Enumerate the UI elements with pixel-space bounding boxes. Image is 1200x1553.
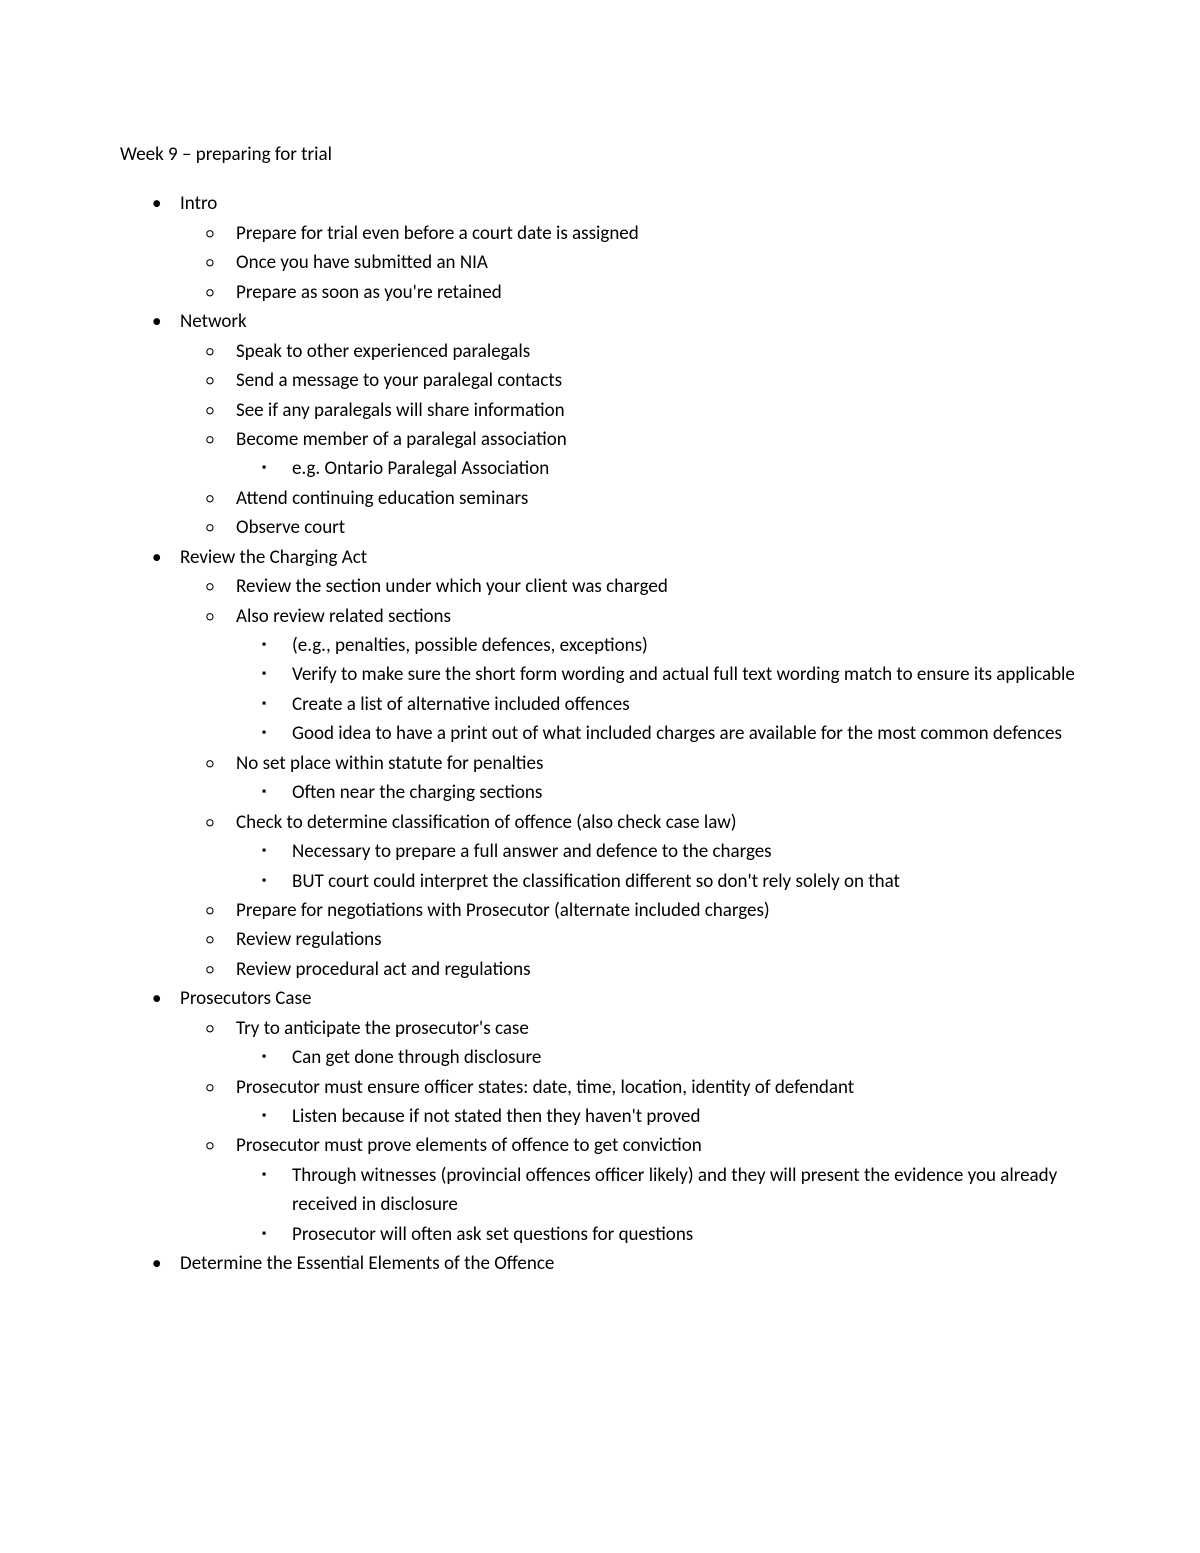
outline-item-level3: Often near the charging sections bbox=[236, 778, 1080, 807]
outline-item-level2: Check to determine classification of off… bbox=[180, 808, 1080, 896]
outline-item-text: Review the section under which your clie… bbox=[236, 575, 668, 598]
outline-item-text: Prosecutors Case bbox=[180, 987, 311, 1010]
outline-item-text: Prosecutor must ensure officer states: d… bbox=[236, 1076, 854, 1099]
outline-item-level2: Attend continuing education seminars bbox=[180, 484, 1080, 513]
outline-item-text: Review the Charging Act bbox=[180, 546, 367, 569]
outline-item-text: Review procedural act and regulations bbox=[236, 958, 531, 981]
outline-item-text: Necessary to prepare a full answer and d… bbox=[292, 840, 772, 863]
outline-item-text: Good idea to have a print out of what in… bbox=[292, 722, 1062, 745]
outline-item-text: Also review related sections bbox=[236, 605, 451, 628]
outline-item-text: Prepare as soon as you're retained bbox=[236, 281, 502, 304]
outline-item-text: Prosecutor will often ask set questions … bbox=[292, 1223, 693, 1246]
outline-item-text: No set place within statute for penaltie… bbox=[236, 752, 543, 775]
outline-item-text: Check to determine classification of off… bbox=[236, 811, 737, 834]
outline-item-text: BUT court could interpret the classifica… bbox=[292, 870, 900, 893]
outline-item-level2: Prepare as soon as you're retained bbox=[180, 278, 1080, 307]
outline-item-text: Speak to other experienced paralegals bbox=[236, 340, 530, 363]
document-page: Week 9 – preparing for trial Intro Prepar… bbox=[0, 0, 1200, 1553]
outline-item-text: Become member of a paralegal association bbox=[236, 428, 567, 451]
outline-sublist-level2: Speak to other experienced paralegals Sen… bbox=[180, 337, 1080, 543]
outline-item-level3: Through witnesses (provincial offences o… bbox=[236, 1161, 1080, 1220]
outline-sublist-level3: Listen because if not stated then they h… bbox=[236, 1102, 1080, 1131]
outline-item-text: Once you have submitted an NIA bbox=[236, 251, 488, 274]
outline-item-level2: Also review related sections (e.g., penal… bbox=[180, 602, 1080, 749]
outline-item-text: Network bbox=[180, 310, 247, 333]
outline-item-text: Often near the charging sections bbox=[292, 781, 542, 804]
outline-item-text: Create a list of alternative included of… bbox=[292, 693, 630, 716]
outline-item-level2: Send a message to your paralegal contact… bbox=[180, 366, 1080, 395]
outline-item-level3: Create a list of alternative included of… bbox=[236, 690, 1080, 719]
outline-item-level3: Prosecutor will often ask set questions … bbox=[236, 1220, 1080, 1249]
outline-item-level1: Network Speak to other experienced parale… bbox=[120, 307, 1080, 543]
outline-sublist-level2: Try to anticipate the prosecutor's case C… bbox=[180, 1014, 1080, 1250]
outline-sublist-level3: Often near the charging sections bbox=[236, 778, 1080, 807]
outline-item-text: Attend continuing education seminars bbox=[236, 487, 528, 510]
outline-item-text: Review regulations bbox=[236, 928, 382, 951]
outline-item-level3: Verify to make sure the short form wordi… bbox=[236, 660, 1080, 689]
outline-item-level2: Once you have submitted an NIA bbox=[180, 248, 1080, 277]
outline-item-level3: Necessary to prepare a full answer and d… bbox=[236, 837, 1080, 866]
outline-item-level3: Good idea to have a print out of what in… bbox=[236, 719, 1080, 748]
outline-item-text: Listen because if not stated then they h… bbox=[292, 1105, 701, 1128]
outline-item-level2: See if any paralegals will share informa… bbox=[180, 396, 1080, 425]
outline-item-level2: Try to anticipate the prosecutor's case C… bbox=[180, 1014, 1080, 1073]
outline-item-level2: Speak to other experienced paralegals bbox=[180, 337, 1080, 366]
outline-item-level3: Listen because if not stated then they h… bbox=[236, 1102, 1080, 1131]
outline-item-text: Determine the Essential Elements of the … bbox=[180, 1252, 554, 1275]
page-title: Week 9 – preparing for trial bbox=[120, 140, 1080, 169]
outline-item-text: Can get done through disclosure bbox=[292, 1046, 541, 1069]
outline-item-level3: (e.g., penalties, possible defences, exc… bbox=[236, 631, 1080, 660]
outline-item-text: Prepare for negotiations with Prosecutor… bbox=[236, 899, 770, 922]
outline-item-level1: Determine the Essential Elements of the … bbox=[120, 1249, 1080, 1278]
outline-item-level1: Intro Prepare for trial even before a cou… bbox=[120, 189, 1080, 307]
outline-item-level2: No set place within statute for penaltie… bbox=[180, 749, 1080, 808]
outline-item-level2: Review regulations bbox=[180, 925, 1080, 954]
outline-item-level2: Prepare for negotiations with Prosecutor… bbox=[180, 896, 1080, 925]
outline-item-text: Prosecutor must prove elements of offenc… bbox=[236, 1134, 702, 1157]
outline-sublist-level3: (e.g., penalties, possible defences, exc… bbox=[236, 631, 1080, 749]
outline-item-level3: e.g. Ontario Paralegal Association bbox=[236, 454, 1080, 483]
outline-item-level2: Prepare for trial even before a court da… bbox=[180, 219, 1080, 248]
outline-sublist-level3: Can get done through disclosure bbox=[236, 1043, 1080, 1072]
outline-item-text: Intro bbox=[180, 192, 217, 215]
outline-item-text: Try to anticipate the prosecutor's case bbox=[236, 1017, 529, 1040]
outline-root: Intro Prepare for trial even before a cou… bbox=[120, 189, 1080, 1278]
outline-item-level1: Review the Charging Act Review the sectio… bbox=[120, 543, 1080, 985]
outline-item-level2: Review procedural act and regulations bbox=[180, 955, 1080, 984]
outline-item-level2: Review the section under which your clie… bbox=[180, 572, 1080, 601]
outline-item-text: Prepare for trial even before a court da… bbox=[236, 222, 639, 245]
outline-item-level2: Prosecutor must ensure officer states: d… bbox=[180, 1073, 1080, 1132]
outline-item-text: Through witnesses (provincial offences o… bbox=[292, 1164, 1057, 1216]
outline-sublist-level3: Necessary to prepare a full answer and d… bbox=[236, 837, 1080, 896]
outline-item-level2: Prosecutor must prove elements of offenc… bbox=[180, 1131, 1080, 1249]
outline-item-text: (e.g., penalties, possible defences, exc… bbox=[292, 634, 648, 657]
outline-sublist-level2: Prepare for trial even before a court da… bbox=[180, 219, 1080, 307]
outline-item-level2: Become member of a paralegal association… bbox=[180, 425, 1080, 484]
outline-item-text: e.g. Ontario Paralegal Association bbox=[292, 457, 549, 480]
outline-sublist-level2: Review the section under which your clie… bbox=[180, 572, 1080, 984]
outline-item-text: Observe court bbox=[236, 516, 345, 539]
outline-item-level1: Prosecutors Case Try to anticipate the pr… bbox=[120, 984, 1080, 1249]
outline-item-text: Send a message to your paralegal contact… bbox=[236, 369, 562, 392]
outline-sublist-level3: Through witnesses (provincial offences o… bbox=[236, 1161, 1080, 1249]
outline-item-text: See if any paralegals will share informa… bbox=[236, 399, 565, 422]
outline-item-text: Verify to make sure the short form wordi… bbox=[292, 663, 1075, 686]
outline-sublist-level3: e.g. Ontario Paralegal Association bbox=[236, 454, 1080, 483]
outline-item-level3: Can get done through disclosure bbox=[236, 1043, 1080, 1072]
outline-item-level3: BUT court could interpret the classifica… bbox=[236, 867, 1080, 896]
outline-item-level2: Observe court bbox=[180, 513, 1080, 542]
